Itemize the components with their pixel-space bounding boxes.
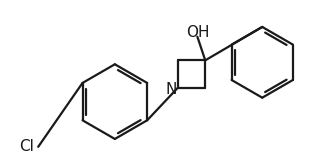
Text: OH: OH (185, 25, 209, 40)
Text: Cl: Cl (19, 139, 34, 154)
Text: N: N (165, 82, 177, 97)
